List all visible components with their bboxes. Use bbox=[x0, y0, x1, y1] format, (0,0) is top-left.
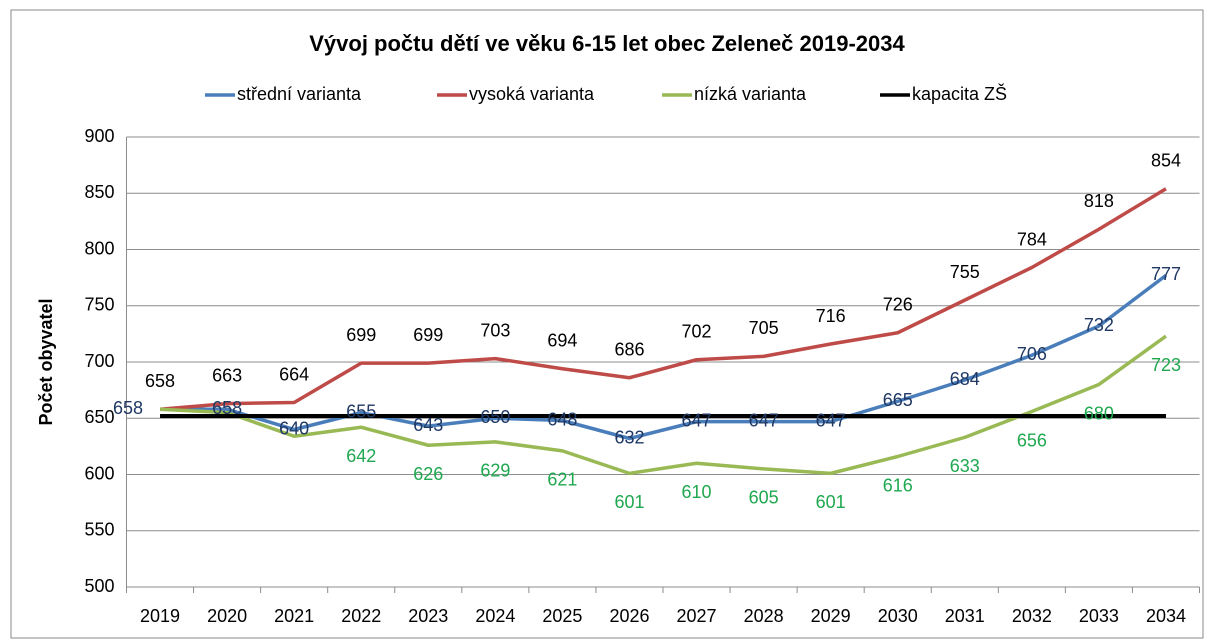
data-label: 601 bbox=[816, 492, 846, 512]
data-label: 655 bbox=[346, 401, 376, 421]
data-label: 650 bbox=[480, 407, 510, 427]
x-tick-label: 2027 bbox=[677, 606, 717, 626]
x-tick-label: 2030 bbox=[878, 606, 918, 626]
y-tick-label: 550 bbox=[84, 520, 114, 540]
data-label: 818 bbox=[1084, 191, 1114, 211]
y-tick-label: 900 bbox=[84, 126, 114, 146]
legend-label: nízká varianta bbox=[694, 84, 807, 104]
data-label: 601 bbox=[614, 492, 644, 512]
x-tick-label: 2023 bbox=[408, 606, 448, 626]
data-label: 647 bbox=[749, 410, 779, 430]
series-line bbox=[160, 273, 1168, 441]
y-axis-label: Počet obyvatel bbox=[36, 298, 56, 425]
series-line bbox=[159, 334, 1167, 476]
data-label: 694 bbox=[547, 331, 577, 351]
data-label: 684 bbox=[950, 369, 980, 389]
data-label: 699 bbox=[346, 325, 376, 345]
y-tick-label: 500 bbox=[84, 576, 114, 596]
x-tick-label: 2024 bbox=[475, 606, 515, 626]
data-label: 632 bbox=[614, 427, 644, 447]
data-label: 686 bbox=[614, 340, 644, 360]
data-label: 633 bbox=[950, 456, 980, 476]
x-tick-label: 2026 bbox=[609, 606, 649, 626]
x-tick-label: 2019 bbox=[140, 606, 180, 626]
data-label: 626 bbox=[413, 464, 443, 484]
data-label: 663 bbox=[212, 365, 242, 385]
chart-border bbox=[10, 9, 1204, 639]
x-tick-label: 2032 bbox=[1012, 606, 1052, 626]
data-label: 777 bbox=[1151, 264, 1181, 284]
data-label: 616 bbox=[883, 475, 913, 495]
legend-label: střední varianta bbox=[237, 84, 362, 104]
y-tick-label: 650 bbox=[84, 407, 114, 427]
data-label: 647 bbox=[682, 410, 712, 430]
data-label: 640 bbox=[279, 418, 309, 438]
x-tick-label: 2031 bbox=[945, 606, 985, 626]
x-tick-label: 2034 bbox=[1146, 606, 1186, 626]
data-label: 647 bbox=[816, 410, 846, 430]
x-tick-label: 2033 bbox=[1079, 606, 1119, 626]
legend-label: kapacita ZŠ bbox=[912, 83, 1007, 104]
x-tick-label: 2021 bbox=[274, 606, 314, 626]
data-label: 648 bbox=[547, 409, 577, 429]
x-tick-label: 2028 bbox=[744, 606, 784, 626]
data-label: 658 bbox=[145, 371, 175, 391]
data-label: 854 bbox=[1151, 151, 1181, 171]
data-label: 629 bbox=[480, 461, 510, 481]
data-label: 656 bbox=[1017, 430, 1047, 450]
data-label: 621 bbox=[547, 470, 577, 490]
data-label: 680 bbox=[1084, 403, 1114, 423]
data-label: 643 bbox=[413, 415, 443, 435]
data-label: 665 bbox=[883, 390, 913, 410]
x-tick-label: 2029 bbox=[811, 606, 851, 626]
data-label: 664 bbox=[279, 364, 309, 384]
x-tick-label: 2020 bbox=[207, 606, 247, 626]
x-tick-label: 2025 bbox=[542, 606, 582, 626]
data-label: 755 bbox=[950, 262, 980, 282]
data-label: 702 bbox=[682, 322, 712, 342]
data-label: 723 bbox=[1151, 355, 1181, 375]
chart-title: Vývoj počtu dětí ve věku 6-15 let obec Z… bbox=[309, 31, 905, 56]
data-label: 703 bbox=[480, 320, 510, 340]
data-label: 658 bbox=[212, 398, 242, 418]
y-tick-label: 800 bbox=[84, 238, 114, 258]
x-tick-label: 2022 bbox=[341, 606, 381, 626]
data-label: 784 bbox=[1017, 229, 1047, 249]
data-label: 706 bbox=[1017, 344, 1047, 364]
data-label: 642 bbox=[346, 446, 376, 466]
y-tick-label: 850 bbox=[84, 182, 114, 202]
data-label: 605 bbox=[749, 488, 779, 508]
y-tick-label: 600 bbox=[84, 463, 114, 483]
legend-label: vysoká varianta bbox=[469, 84, 595, 104]
data-label: 732 bbox=[1084, 315, 1114, 335]
data-label: 716 bbox=[816, 306, 846, 326]
data-label: 726 bbox=[883, 295, 913, 315]
data-label: 658 bbox=[113, 398, 143, 418]
y-tick-label: 750 bbox=[84, 295, 114, 315]
series-line bbox=[159, 187, 1167, 411]
data-label: 699 bbox=[413, 325, 443, 345]
data-label: 610 bbox=[682, 482, 712, 502]
data-label: 705 bbox=[749, 318, 779, 338]
y-tick-label: 700 bbox=[84, 351, 114, 371]
